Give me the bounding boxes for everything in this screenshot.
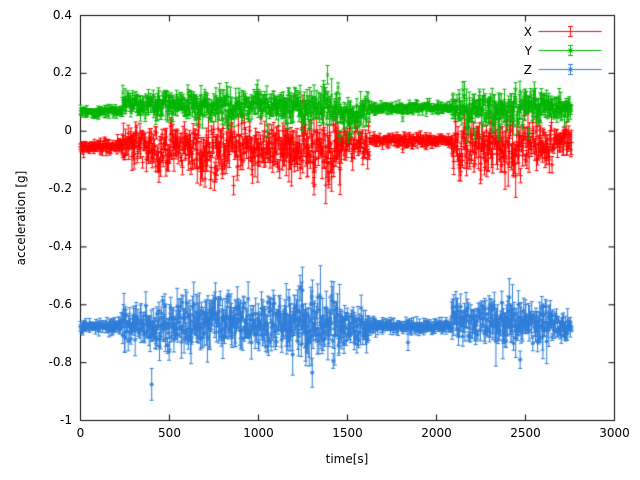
y-tick-label: 0.2 xyxy=(52,65,72,80)
y-tick-label: -0.2 xyxy=(48,181,72,196)
x-tick-label: 0 xyxy=(76,426,85,440)
legend-label-x: X xyxy=(523,25,532,39)
y-tick-label: -0.6 xyxy=(48,296,72,311)
y-axis-title: acceleration [g] xyxy=(14,170,28,266)
x-tick-label: 500 xyxy=(158,426,181,440)
x-axis-title: time[s] xyxy=(325,452,369,466)
x-tick-label: 3000 xyxy=(599,426,630,440)
y-tick-label: 0.4 xyxy=(52,7,72,22)
x-tick-label: 2000 xyxy=(421,426,452,440)
x-tick-label: 1000 xyxy=(243,426,274,440)
x-tick-label: 1500 xyxy=(332,426,363,440)
legend-label-z: Z xyxy=(523,63,532,77)
legend-label-y: Y xyxy=(524,44,532,58)
y-tick-label: 0 xyxy=(64,123,72,138)
y-tick-label: -1 xyxy=(60,412,72,427)
y-tick-label: -0.4 xyxy=(48,238,72,253)
x-tick-label: 2500 xyxy=(510,426,541,440)
y-tick-label: -0.8 xyxy=(48,354,72,369)
